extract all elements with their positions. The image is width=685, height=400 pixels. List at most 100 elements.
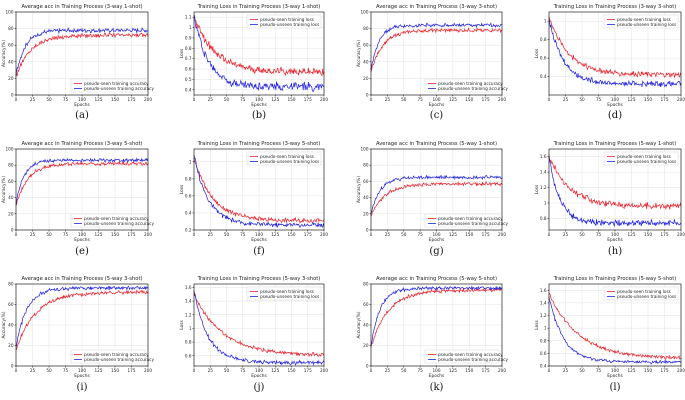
y-axis-label: Loss [179, 320, 185, 330]
x-tick-label: 0 [370, 368, 373, 373]
y-axis-label: Accuracy(%) [356, 311, 362, 338]
legend-label: pseudo-seen training loss [617, 17, 671, 22]
x-tick-label: 75 [63, 368, 69, 373]
x-tick-label: 100 [255, 232, 263, 237]
y-tick-label: 100 [361, 10, 369, 15]
legend-label: pseudo-unseen training loss [260, 22, 319, 27]
x-tick-label: 50 [224, 97, 230, 102]
series-line-pseudo-seen [15, 160, 149, 206]
panel-caption: (d) [608, 110, 622, 121]
x-tick-label: 75 [417, 232, 423, 237]
series-line-pseudo-seen [370, 27, 503, 72]
y-tick-label: 1.4 [540, 300, 547, 305]
legend-box [424, 78, 500, 93]
y-tick-label: 80 [363, 163, 369, 168]
x-tick-label: 125 [628, 97, 636, 102]
x-tick-label: 75 [63, 97, 69, 102]
y-tick-label: 60 [363, 43, 369, 48]
x-tick-label: 50 [224, 368, 230, 373]
x-tick-label: 150 [288, 97, 296, 102]
x-tick-label: 100 [611, 368, 619, 373]
series-line-pseudo-unseen [193, 154, 325, 229]
x-tick-label: 175 [128, 97, 136, 102]
x-tick-label: 200 [320, 97, 328, 102]
chart-panel-k: 0 25 50 75 100 125 150 175 200 0 20 40 60 80 Average a… [356, 276, 508, 393]
y-tick-label: 40 [363, 323, 369, 328]
y-axis-label: Loss [534, 184, 540, 194]
y-axis-label: Loss [534, 320, 540, 330]
x-tick-label: 125 [449, 368, 457, 373]
y-tick-label: 1.2 [540, 185, 547, 190]
x-tick-label: 100 [255, 368, 263, 373]
chart-panel-g: 0 25 50 75 100 125 150 175 200 0 20 40 60 80 100 Averag… [356, 141, 508, 257]
x-tick-label: 150 [288, 232, 296, 237]
series-line-pseudo-unseen [370, 174, 503, 214]
legend-label: pseudo-unseen training loss [617, 294, 676, 299]
x-tick-label: 0 [15, 97, 18, 102]
chart-title: Training Loss in Training Process (5-way… [553, 276, 677, 282]
y-tick-label: 0 [11, 364, 14, 369]
x-tick-label: 150 [644, 97, 652, 102]
x-tick-label: 125 [95, 97, 103, 102]
y-tick-label: 1 [189, 25, 192, 30]
y-axis-label: Loss [534, 48, 540, 58]
x-tick-label: 100 [433, 368, 441, 373]
x-tick-label: 150 [644, 232, 652, 237]
y-axis-label: Loss [179, 184, 185, 194]
panel-caption: (e) [75, 246, 89, 257]
x-axis-label: Epochs [251, 237, 267, 243]
x-tick-label: 25 [385, 368, 391, 373]
x-axis-label: Epochs [429, 102, 445, 108]
y-tick-label: 0.6 [540, 56, 547, 61]
x-tick-label: 125 [449, 232, 457, 237]
x-tick-label: 75 [596, 232, 602, 237]
x-axis-label: Epochs [607, 373, 623, 379]
y-tick-label: 1 [189, 326, 192, 331]
legend-label: pseudo-unseen training accuracy [84, 221, 154, 226]
x-tick-label: 25 [30, 368, 36, 373]
x-tick-label: 200 [677, 368, 685, 373]
chart-title: Average acc in Training Process (5-way 3… [21, 276, 142, 282]
legend-label: pseudo-unseen training loss [260, 294, 319, 299]
y-tick-label: 1.6 [185, 285, 192, 290]
y-tick-label: 1 [544, 19, 547, 24]
y-tick-label: 1 [544, 326, 547, 331]
legend-label: pseudo-seen training loss [617, 154, 671, 159]
x-tick-label: 175 [482, 232, 490, 237]
series-line-pseudo-seen [193, 292, 325, 358]
y-tick-label: 60 [363, 302, 369, 307]
y-tick-label: 0.8 [540, 338, 547, 343]
legend-label: pseudo-unseen training accuracy [84, 357, 154, 362]
x-tick-label: 25 [208, 232, 214, 237]
legend-label: pseudo-unseen training loss [260, 159, 319, 164]
y-tick-label: 0.4 [540, 74, 547, 79]
chart-title: Training Loss in Training Process (5-way… [197, 276, 321, 282]
panel-caption: (f) [253, 246, 265, 257]
panel-caption: (j) [254, 382, 265, 393]
y-tick-label: 1.4 [540, 170, 547, 175]
panel-caption: (l) [609, 382, 620, 393]
legend-label: pseudo-unseen training loss [617, 22, 676, 27]
x-tick-label: 50 [224, 232, 230, 237]
chart-title: Training Loss in Training Process (3-way… [197, 141, 321, 147]
legend-box [424, 349, 500, 364]
y-tick-label: 40 [363, 59, 369, 64]
x-tick-label: 25 [30, 97, 36, 102]
y-tick-label: 40 [8, 59, 14, 64]
legend-box [70, 78, 146, 93]
y-tick-label: 80 [8, 282, 14, 287]
legend-box [70, 349, 146, 364]
x-tick-label: 75 [240, 232, 246, 237]
legend-label: pseudo-seen training accuracy [84, 352, 149, 357]
y-tick-label: 100 [361, 147, 369, 152]
x-tick-label: 125 [628, 232, 636, 237]
y-tick-label: 60 [8, 43, 14, 48]
panel-caption: (c) [430, 110, 444, 121]
y-tick-label: 0.4 [185, 210, 192, 215]
x-axis-label: Epochs [74, 102, 90, 108]
legend-label: pseudo-seen training accuracy [438, 352, 503, 357]
x-tick-label: 75 [63, 232, 69, 237]
x-tick-label: 75 [417, 368, 423, 373]
legend-label: pseudo-unseen training accuracy [438, 221, 508, 226]
